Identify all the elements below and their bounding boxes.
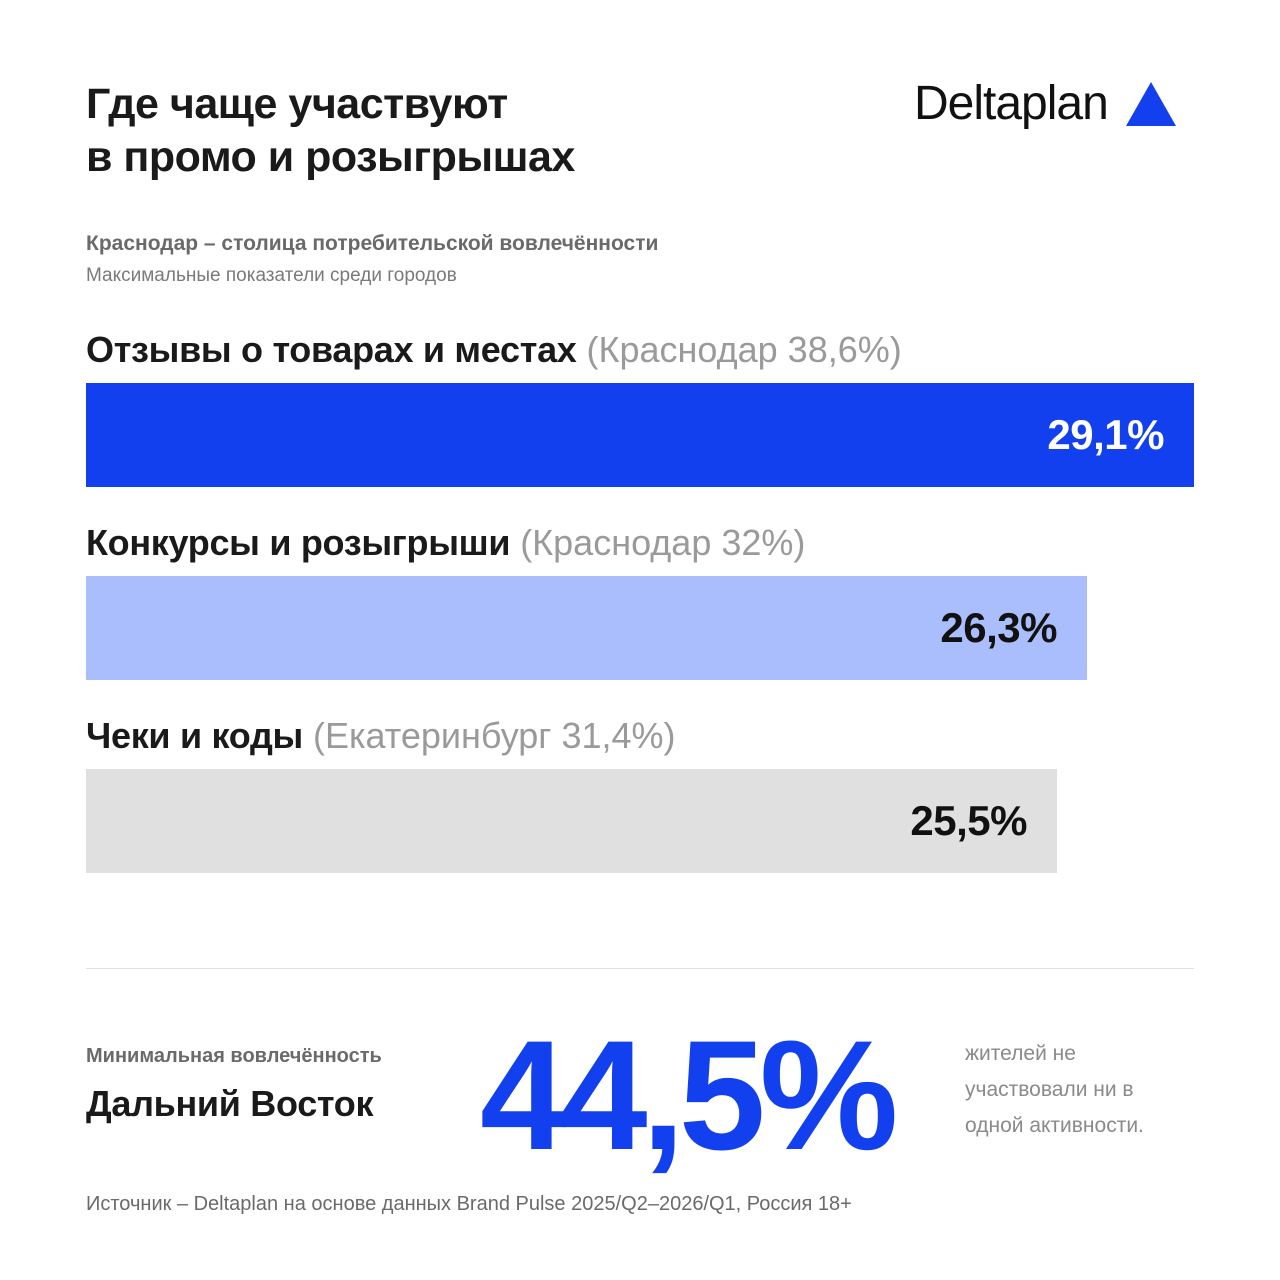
bar-value-label: 26,3% <box>940 604 1057 651</box>
bar: 25,5% <box>86 769 1057 873</box>
category-name: Чеки и коды <box>86 715 303 756</box>
bar: 26,3% <box>86 576 1087 680</box>
chart-subtitle: Краснодар – столица потребительской вовл… <box>86 232 659 255</box>
description-line: одной активности. <box>965 1114 1144 1137</box>
section-divider <box>86 968 1194 969</box>
logo-text: Deltaplan <box>914 77 1109 130</box>
description-line: участвовали ни в <box>965 1078 1134 1101</box>
minimum-region: Дальний Восток <box>86 1083 374 1124</box>
bar: 29,1% <box>86 383 1194 487</box>
category-max-note: (Екатеринбург 31,4%) <box>302 715 676 756</box>
triangle-logo-icon <box>1125 82 1176 126</box>
minimum-description: жителей не участвовали ни в одной активн… <box>965 1036 1195 1144</box>
source-note: Источник – Deltaplan на основе данных Br… <box>86 1193 852 1215</box>
description-line: жителей не <box>965 1042 1076 1065</box>
title-line-1: Где чаще участвуют <box>86 80 508 128</box>
minimum-label: Минимальная вовлечённость <box>86 1045 382 1067</box>
category-name: Конкурсы и розыгрыши <box>86 522 511 563</box>
bar-value-label: 29,1% <box>1047 411 1164 458</box>
title-line-2: в промо и розыгрышах <box>86 133 575 181</box>
brand-logo: Deltaplan <box>914 74 1178 134</box>
category-label: Чеки и коды (Екатеринбург 31,4%) <box>86 714 676 758</box>
category-label: Отзывы о товарах и местах (Краснодар 38,… <box>86 328 902 372</box>
page-title: Где чаще участвуют в промо и розыгрышах <box>86 78 575 184</box>
minimum-value: 44,5% <box>480 1009 898 1183</box>
category-max-note: (Краснодар 32%) <box>510 522 806 563</box>
category-max-note: (Краснодар 38,6%) <box>576 329 902 370</box>
chart-subnote: Максимальные показатели среди городов <box>86 265 457 286</box>
category-label: Конкурсы и розыгрыши (Краснодар 32%) <box>86 521 805 565</box>
category-name: Отзывы о товарах и местах <box>86 329 577 370</box>
bar-value-label: 25,5% <box>910 797 1027 844</box>
